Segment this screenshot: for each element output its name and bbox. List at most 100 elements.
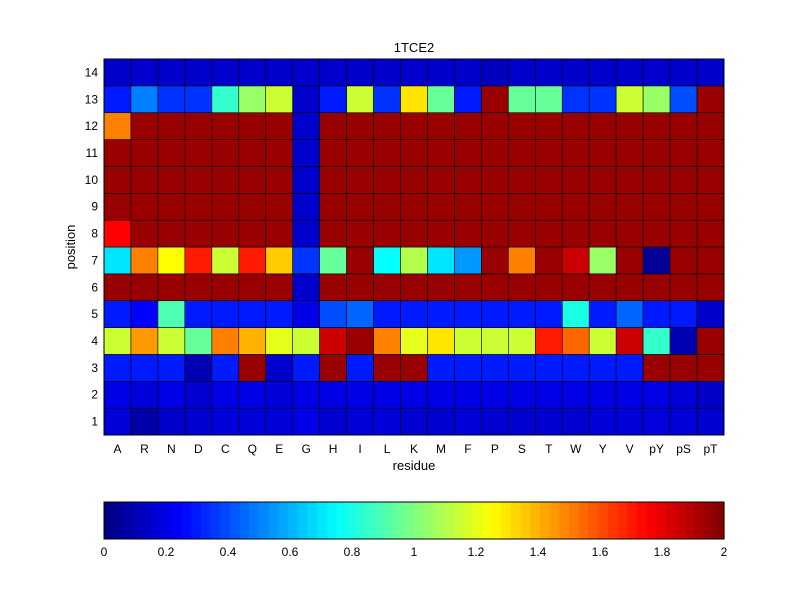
- heatmap-cell: [184, 58, 213, 87]
- heatmap-cell: [373, 139, 401, 167]
- heatmap-cell: [615, 192, 644, 221]
- x-tick-label: P: [491, 442, 499, 456]
- heatmap-cell: [292, 327, 320, 355]
- heatmap-cell: [184, 300, 213, 328]
- colorbar-segment: [578, 502, 589, 539]
- heatmap-cell: [400, 166, 428, 194]
- heatmap-cell: [481, 139, 509, 167]
- heatmap-cell: [642, 354, 671, 382]
- y-tick-label: 4: [91, 334, 98, 348]
- x-tick-label: T: [545, 442, 553, 456]
- heatmap-cell: [588, 300, 617, 328]
- heatmap-cell: [615, 85, 644, 114]
- heatmap-cell: [373, 354, 401, 382]
- colorbar-segment: [501, 502, 512, 539]
- colorbar-segment: [617, 502, 628, 539]
- heatmap-cell: [561, 327, 590, 355]
- colorbar-segment: [336, 502, 347, 539]
- heatmap-cell: [427, 246, 455, 275]
- heatmap-cell: [615, 354, 644, 382]
- colorbar-segment: [656, 502, 667, 539]
- heatmap-cell: [696, 246, 725, 275]
- heatmap-cell: [508, 112, 536, 140]
- x-tick-label: R: [140, 442, 149, 456]
- heatmap-cell: [669, 380, 698, 409]
- heatmap-cell: [319, 273, 347, 302]
- heatmap-cell: [669, 85, 698, 114]
- y-axis-label: position: [63, 225, 78, 270]
- colorbar-frame: [103, 501, 725, 540]
- heatmap-cell: [481, 327, 509, 355]
- x-axis-label: residue: [393, 458, 436, 473]
- heatmap-cell: [588, 58, 617, 87]
- colorbar-tick-label: 0.2: [158, 545, 175, 559]
- heatmap-cell: [535, 246, 563, 275]
- heatmap-cell: [535, 112, 563, 140]
- heatmap-cell: [292, 246, 320, 275]
- heatmap-cell: [346, 354, 374, 382]
- heatmap-cell: [454, 85, 482, 114]
- heatmap-cell: [588, 246, 617, 275]
- colorbar: [104, 502, 725, 539]
- colorbar-segment: [133, 502, 144, 539]
- heatmap-cell: [292, 407, 320, 436]
- colorbar-segment: [297, 502, 309, 539]
- heatmap-cell: [535, 354, 563, 382]
- heatmap-cell: [292, 58, 320, 87]
- heatmap-cell: [373, 219, 401, 248]
- heatmap-cell: [696, 85, 725, 114]
- y-tick-label: 7: [91, 253, 98, 267]
- x-tick-label: K: [410, 442, 418, 456]
- heatmap-cell: [481, 166, 509, 194]
- y-tick-label: 1: [91, 415, 98, 429]
- heatmap-cell: [454, 354, 482, 382]
- colorbar-tick-label: 0.6: [282, 545, 299, 559]
- heatmap-cell: [373, 380, 401, 409]
- heatmap-cell: [265, 166, 293, 194]
- heatmap-cell: [615, 273, 644, 302]
- x-tick-label: D: [194, 442, 203, 456]
- colorbar-segment: [491, 502, 502, 539]
- heatmap-cell: [373, 112, 401, 140]
- heatmap-cell: [454, 58, 482, 87]
- heatmap-cell: [103, 380, 132, 409]
- heatmap-cell: [508, 246, 536, 275]
- heatmap-cell: [238, 58, 267, 87]
- heatmap-cell: [535, 300, 563, 328]
- heatmap-cell: [265, 112, 293, 140]
- heatmap-cell: [130, 166, 159, 194]
- heatmap-cell: [696, 58, 725, 87]
- heatmap-cell: [157, 112, 186, 140]
- heatmap-cell: [535, 380, 563, 409]
- colorbar-segment: [520, 502, 531, 539]
- heatmap-cell: [427, 327, 455, 355]
- heatmap-cell: [400, 192, 428, 221]
- heatmap-cell: [265, 354, 293, 382]
- heatmap-cell: [615, 112, 644, 140]
- heatmap-cell: [696, 112, 725, 140]
- heatmap-cell: [561, 219, 590, 248]
- heatmap-cell: [211, 192, 240, 221]
- heatmap-cell: [211, 246, 240, 275]
- heatmap-cell: [669, 273, 698, 302]
- heatmap-cell: [238, 85, 267, 114]
- heatmap-cell: [481, 112, 509, 140]
- heatmap-cell: [615, 300, 644, 328]
- y-tick-label: 5: [91, 307, 98, 321]
- heatmap-cell: [103, 246, 132, 275]
- colorbar-segment: [481, 502, 493, 539]
- heatmap-cell: [130, 139, 159, 167]
- heatmap-cell: [211, 300, 240, 328]
- heatmap-cell: [669, 58, 698, 87]
- heatmap-cell: [427, 300, 455, 328]
- colorbar-segment: [433, 502, 444, 539]
- heatmap-cell: [615, 246, 644, 275]
- colorbar-segment: [191, 502, 202, 539]
- heatmap-cell: [588, 166, 617, 194]
- heatmap-cell: [184, 246, 213, 275]
- heatmap-cell: [292, 166, 320, 194]
- x-tick-label: V: [626, 442, 634, 456]
- heatmap-cell: [481, 354, 509, 382]
- heatmap-cell: [238, 166, 267, 194]
- colorbar-segment: [685, 502, 696, 539]
